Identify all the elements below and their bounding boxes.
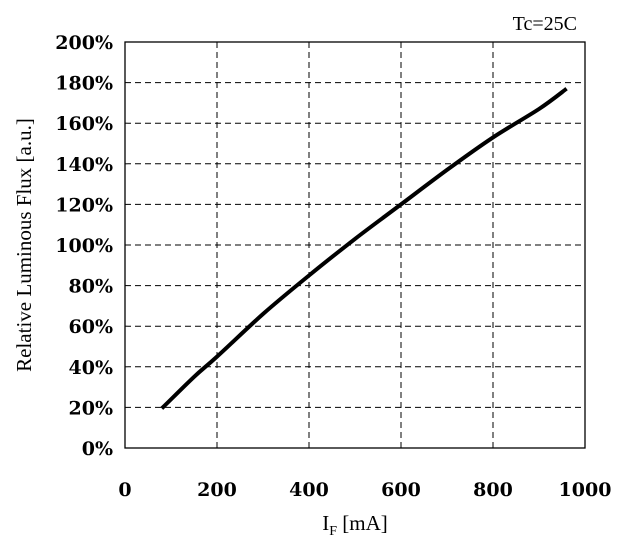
y-tick-label: 140% xyxy=(55,154,113,176)
data-series xyxy=(160,87,568,410)
y-tick-label: 160% xyxy=(55,113,113,135)
y-tick-label: 60% xyxy=(69,316,114,338)
y-tick-label: 100% xyxy=(55,235,113,257)
y-axis-label: Relative Luminous Flux [a.u.] xyxy=(12,118,36,372)
plot-frame xyxy=(124,41,586,449)
x-axis-label-subscript: F xyxy=(329,524,337,539)
y-tick-label: 20% xyxy=(69,397,114,419)
x-tick-labels: 0 200 400 600 800 1000 xyxy=(118,479,611,501)
x-tick-label: 0 xyxy=(118,479,131,501)
x-axis-label-unit: [mA] xyxy=(337,511,388,535)
temperature-annotation: Tc=25C xyxy=(513,13,577,35)
x-axis-label: IF [mA] xyxy=(322,511,388,539)
x-tick-label: 800 xyxy=(473,479,513,501)
x-tick-label: 600 xyxy=(381,479,421,501)
y-tick-label: 0% xyxy=(82,438,113,460)
flux-curve xyxy=(160,87,568,410)
y-tick-label: 80% xyxy=(69,276,114,298)
y-tick-label: 200% xyxy=(55,32,113,54)
y-tick-labels: 0% 20% 40% 60% 80% 100% 120% 140% 160% 180% 200% xyxy=(55,32,113,460)
x-axis-label-main: I xyxy=(322,511,329,535)
y-tick-label: 40% xyxy=(69,357,114,379)
y-tick-label: 180% xyxy=(55,73,113,95)
grid-lines xyxy=(125,42,585,448)
x-tick-label: 200 xyxy=(197,479,237,501)
x-tick-label: 1000 xyxy=(559,479,612,501)
x-tick-label: 400 xyxy=(289,479,329,501)
y-tick-label: 120% xyxy=(55,194,113,216)
